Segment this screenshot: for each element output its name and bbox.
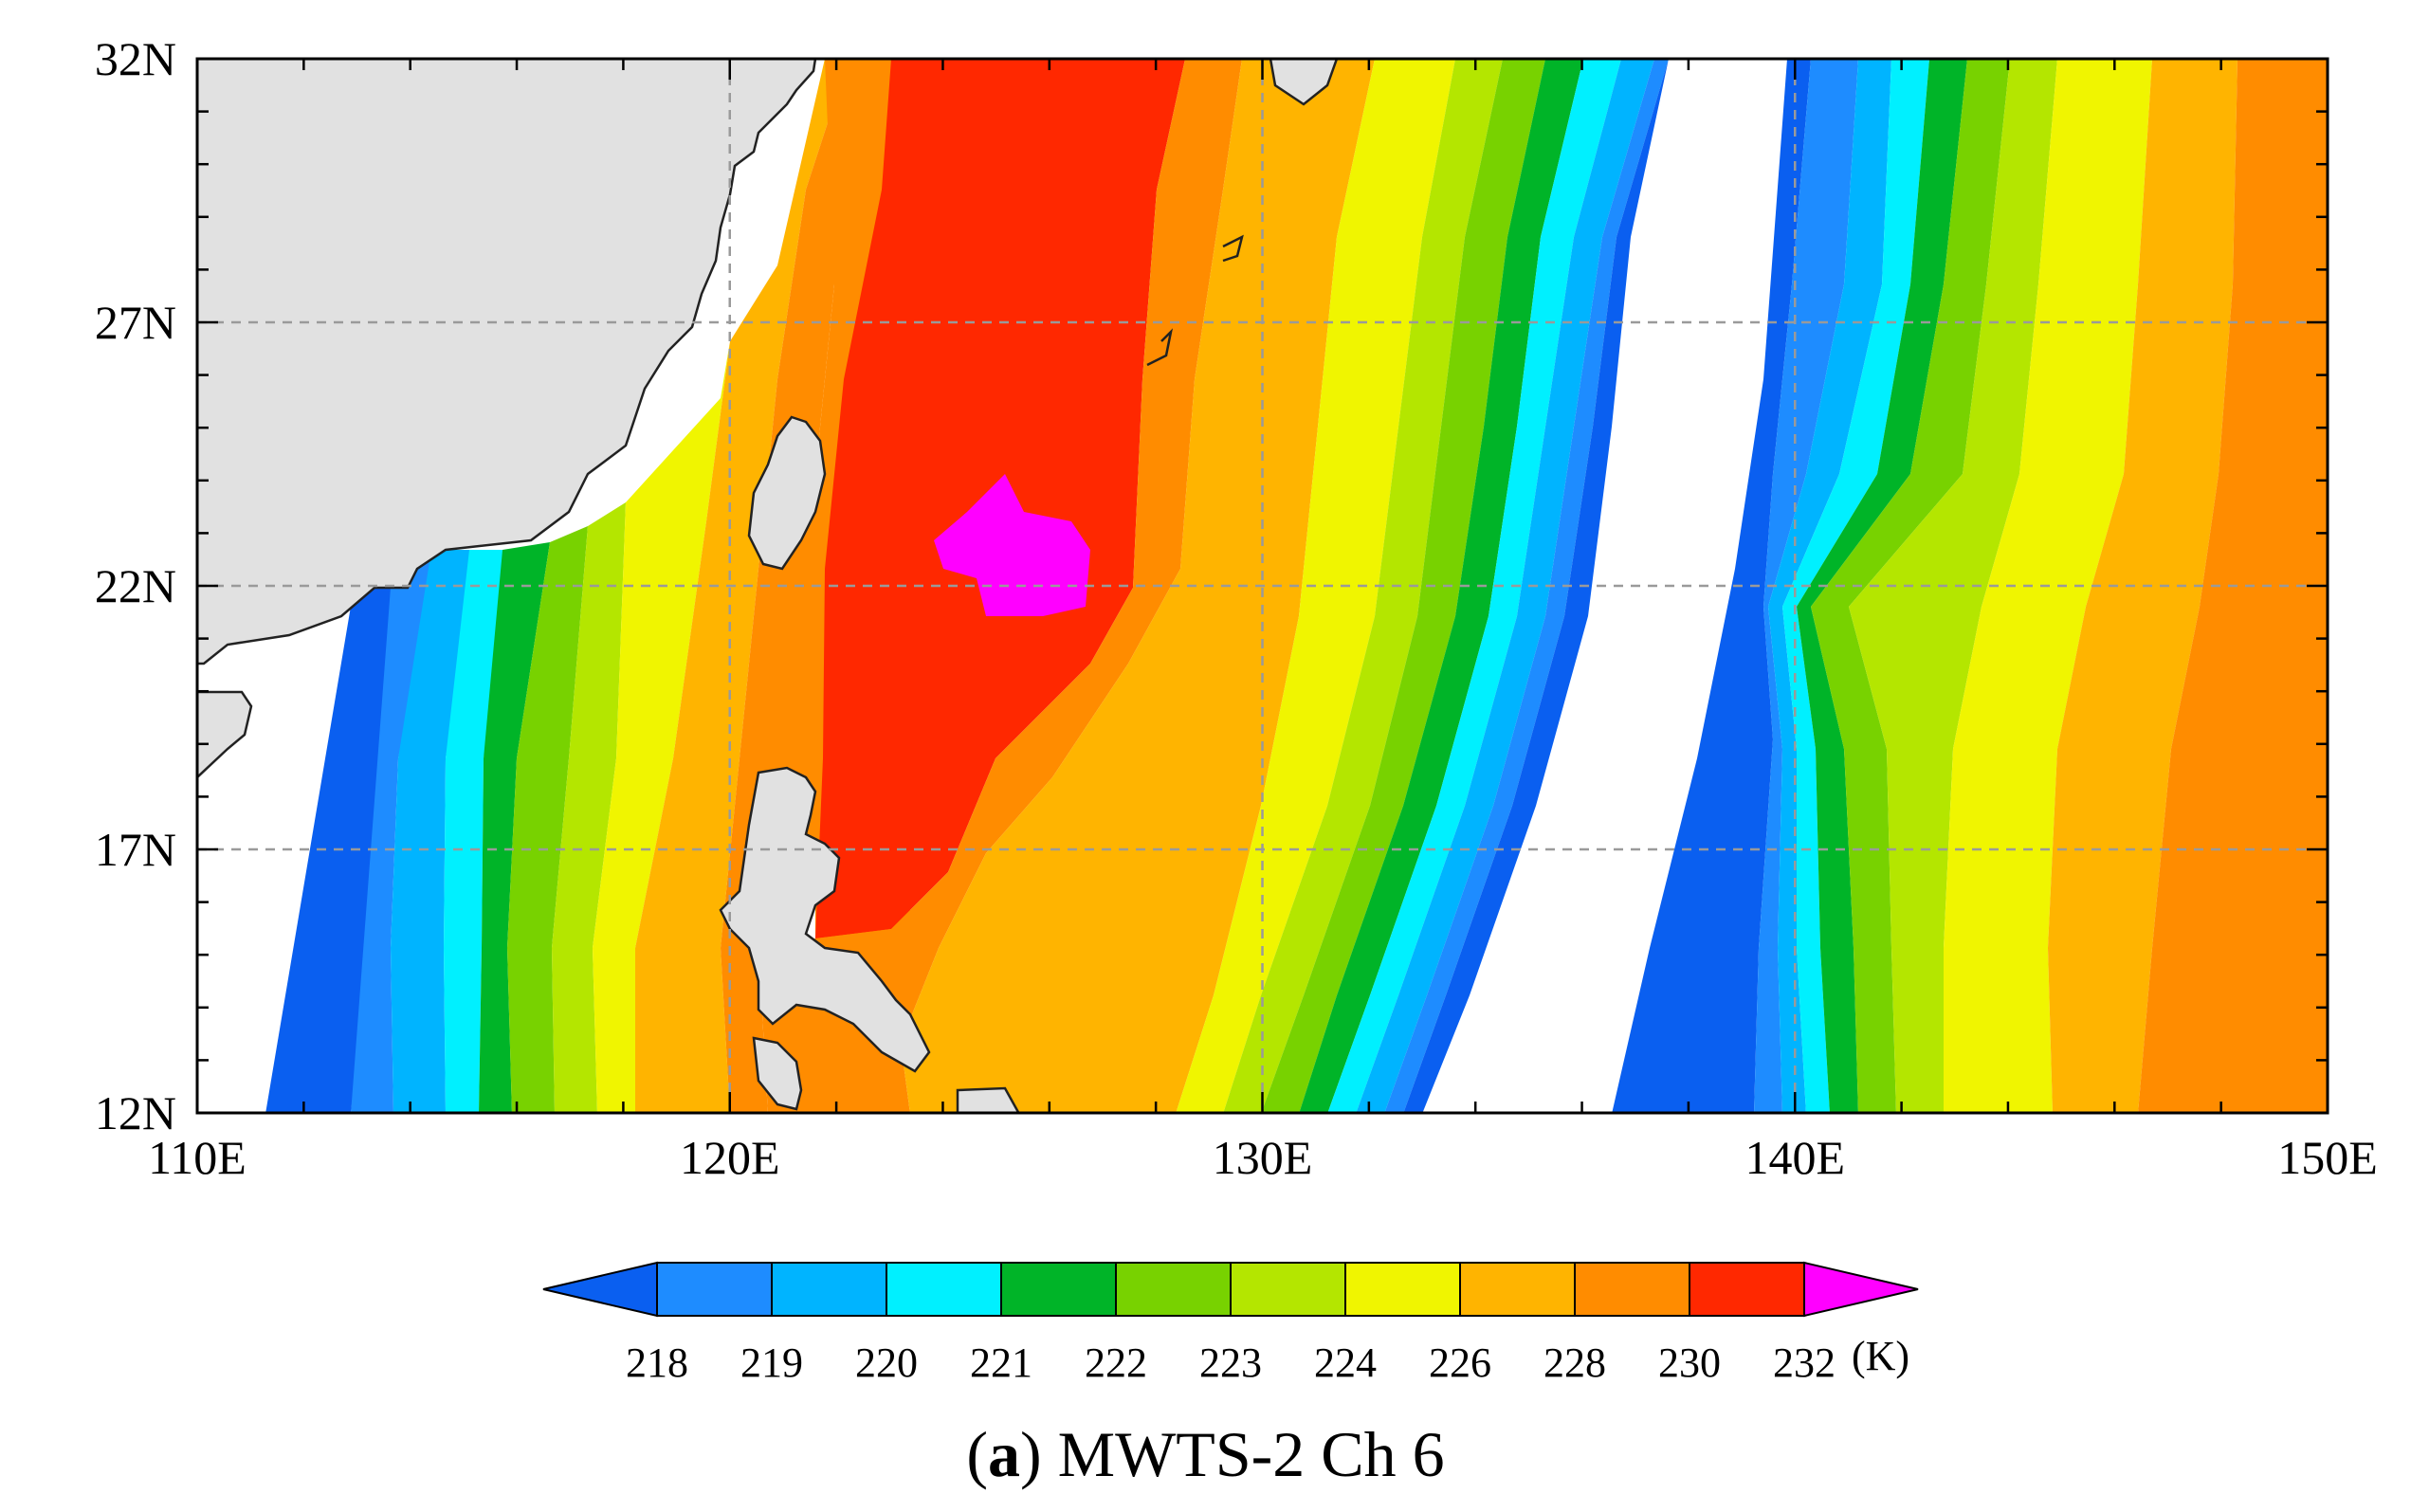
lat-tick-label: 17N <box>95 823 176 876</box>
colorbar-level-label: 221 <box>970 1339 1032 1386</box>
colorbar-level-label: 226 <box>1429 1339 1491 1386</box>
mindoro-island <box>752 1036 803 1111</box>
colorbar-extend-low <box>542 1261 658 1318</box>
axis-ticks <box>195 57 2329 1115</box>
lon-tick-label: 130E <box>1213 1131 1313 1184</box>
colorbar-level-label: 232 <box>1773 1339 1836 1386</box>
lon-tick-label: 150E <box>2277 1131 2378 1184</box>
band-219-220 <box>391 550 479 1113</box>
colorbar: 218 219 220 221 222 223 224 226 228 230 232 (K) <box>542 1261 1919 1386</box>
colorbar-cell <box>1459 1262 1576 1317</box>
taiwan-island <box>747 415 827 571</box>
colorbar-extend-high <box>1803 1261 1919 1318</box>
lat-tick-label: 22N <box>95 559 176 612</box>
band2-lt-218 <box>1612 59 1811 1113</box>
colorbar-cell <box>1574 1262 1690 1317</box>
caption-letter: a <box>988 1418 1020 1490</box>
lat-tick-label: 12N <box>95 1086 176 1139</box>
ryukyu-islands <box>1222 234 1244 263</box>
band-222-223 <box>507 526 588 1113</box>
colorbar-level-label: 220 <box>855 1339 918 1386</box>
colorbar-cell <box>886 1262 1002 1317</box>
colorbar-unit: (K) <box>1852 1333 1909 1379</box>
band-222-223-east <box>1261 59 1545 1113</box>
colorbar-level-label: 222 <box>1085 1339 1147 1386</box>
samar-island <box>956 1086 1020 1113</box>
band-lt-218 <box>265 550 408 1113</box>
band-223-224 <box>552 502 626 1113</box>
china-mainland <box>197 59 817 665</box>
colorbar-cell <box>1689 1262 1805 1317</box>
band-218-219 <box>351 550 441 1113</box>
colorbar-level-label: 223 <box>1199 1339 1262 1386</box>
land-masses <box>197 59 1339 1113</box>
lon-tick-label: 110E <box>148 1131 247 1184</box>
figure-caption: (a) MWTS-2 Ch 6 <box>966 1418 1445 1490</box>
band2-218-219 <box>1754 59 1858 1113</box>
hainan-island <box>197 690 253 779</box>
colorbar-cell <box>1115 1262 1232 1317</box>
colorbar-cell <box>656 1262 773 1317</box>
colorbar-cell <box>1230 1262 1346 1317</box>
colorbar-level-label: 224 <box>1314 1339 1377 1386</box>
colorbar-cell <box>1000 1262 1117 1317</box>
lat-tick-label: 27N <box>95 296 176 349</box>
band-224-226 <box>593 341 730 1113</box>
lon-axis-labels: 110E 120E 130E 140E 150E <box>148 1131 2378 1184</box>
band-220-221 <box>444 550 512 1113</box>
luzon-island <box>719 766 931 1073</box>
band-gt-232 <box>934 474 1090 616</box>
colorbar-cell <box>1344 1262 1461 1317</box>
lon-tick-label: 140E <box>1744 1131 1845 1184</box>
gridlines <box>197 59 2328 1113</box>
caption-text: MWTS-2 Ch 6 <box>1057 1418 1445 1490</box>
kyushu-island <box>1269 59 1339 106</box>
band-221-222 <box>479 542 550 1113</box>
band-226-228 <box>635 59 849 1113</box>
colorbar-level-label: 219 <box>740 1339 803 1386</box>
colorbar-level-label: 218 <box>626 1339 688 1386</box>
band-lt-218-east <box>1403 59 1669 1113</box>
colorbar-cell <box>771 1262 887 1317</box>
band2-223-224 <box>1849 59 2057 1113</box>
lat-tick-label: 32N <box>95 32 176 85</box>
okinawa-islands <box>1146 328 1174 367</box>
lon-tick-label: 120E <box>680 1131 780 1184</box>
colorbar-level-label: 230 <box>1658 1339 1721 1386</box>
lat-axis-labels: 12N 17N 22N 27N 32N <box>95 32 176 1139</box>
colorbar-level-label: 228 <box>1543 1339 1606 1386</box>
